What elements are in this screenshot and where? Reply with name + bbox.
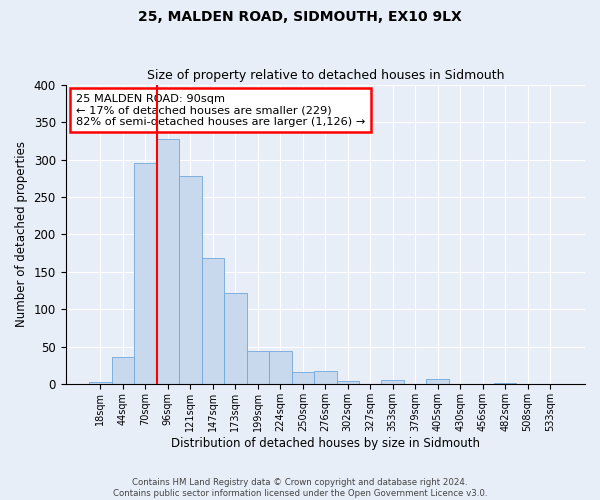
Bar — [314, 371, 337, 384]
Bar — [382, 380, 404, 384]
Bar — [427, 379, 449, 384]
Bar — [224, 293, 247, 384]
X-axis label: Distribution of detached houses by size in Sidmouth: Distribution of detached houses by size … — [171, 437, 480, 450]
Y-axis label: Number of detached properties: Number of detached properties — [15, 142, 28, 328]
Bar — [157, 138, 179, 384]
Bar — [134, 162, 157, 384]
Bar — [337, 380, 359, 384]
Bar — [269, 350, 292, 384]
Text: Contains HM Land Registry data © Crown copyright and database right 2024.
Contai: Contains HM Land Registry data © Crown c… — [113, 478, 487, 498]
Bar — [112, 356, 134, 384]
Bar — [179, 176, 202, 384]
Bar — [202, 258, 224, 384]
Title: Size of property relative to detached houses in Sidmouth: Size of property relative to detached ho… — [146, 69, 504, 82]
Bar — [292, 372, 314, 384]
Bar — [247, 352, 269, 384]
Text: 25 MALDEN ROAD: 90sqm
← 17% of detached houses are smaller (229)
82% of semi-det: 25 MALDEN ROAD: 90sqm ← 17% of detached … — [76, 94, 365, 127]
Bar — [89, 382, 112, 384]
Text: 25, MALDEN ROAD, SIDMOUTH, EX10 9LX: 25, MALDEN ROAD, SIDMOUTH, EX10 9LX — [138, 10, 462, 24]
Bar — [494, 383, 517, 384]
